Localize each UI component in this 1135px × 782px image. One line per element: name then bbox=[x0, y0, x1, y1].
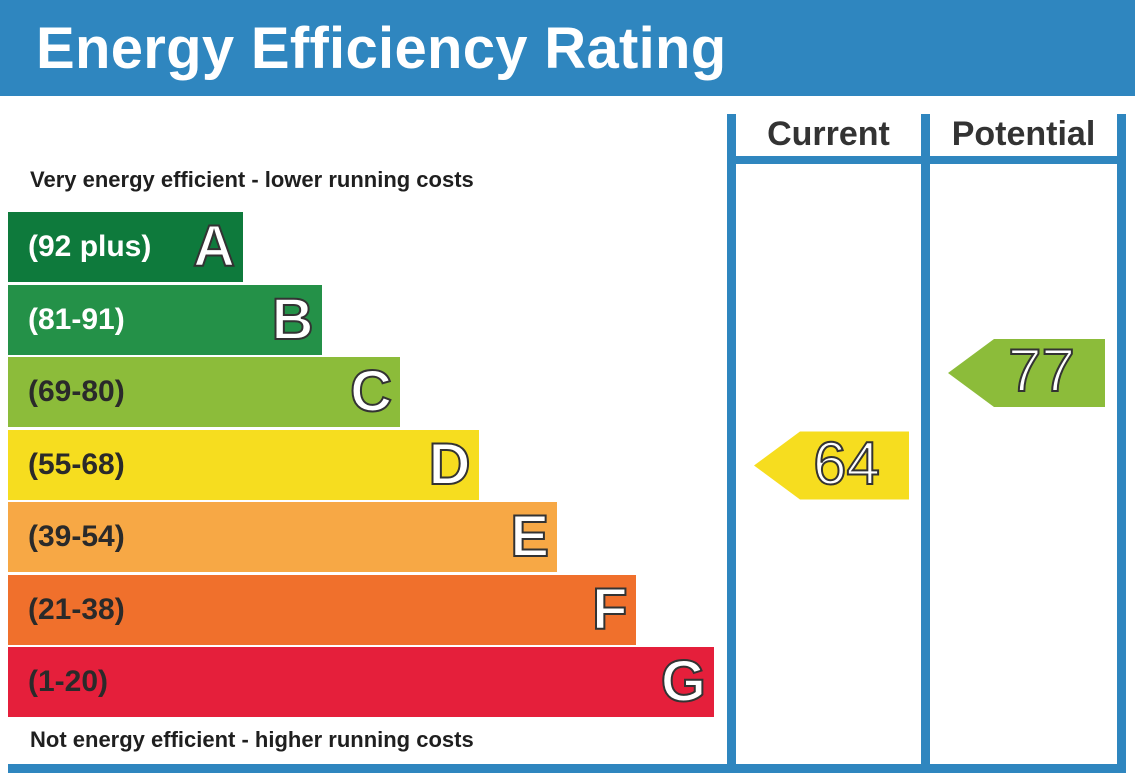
header-underline bbox=[727, 156, 1126, 164]
band-f: (21-38) F bbox=[8, 574, 636, 645]
band-b-letter: B bbox=[271, 286, 315, 353]
band-a: (92 plus) A bbox=[8, 212, 243, 282]
band-b: (81-91) B bbox=[8, 284, 322, 355]
frame-bottom bbox=[8, 764, 1126, 773]
potential-rating-arrow bbox=[948, 339, 1105, 407]
band-d-range: (55-68) bbox=[28, 447, 125, 481]
bottom-caption: Not energy efficient - higher running co… bbox=[30, 727, 474, 752]
chart-title: Energy Efficiency Rating bbox=[36, 16, 727, 81]
frame-divider-middle bbox=[921, 114, 930, 772]
potential-rating-value: 77 bbox=[1007, 336, 1076, 405]
band-f-range: (21-38) bbox=[28, 592, 125, 626]
current-rating-value: 64 bbox=[812, 429, 881, 498]
title-banner: Energy Efficiency Rating bbox=[0, 0, 1135, 96]
frame-divider-left bbox=[727, 114, 736, 772]
band-g: (1-20) G bbox=[8, 647, 714, 717]
potential-rating-arrow-shape bbox=[948, 339, 1105, 407]
band-g-letter: G bbox=[660, 648, 707, 715]
band-a-letter: A bbox=[192, 213, 236, 280]
band-e-letter: E bbox=[509, 503, 550, 570]
band-c-range: (69-80) bbox=[28, 375, 125, 408]
current-rating-arrow-shape bbox=[754, 431, 909, 500]
band-a-range: (92 plus) bbox=[28, 230, 152, 263]
band-c-letter: C bbox=[349, 358, 393, 425]
band-f-letter: F bbox=[591, 576, 628, 643]
top-caption: Very energy efficient - lower running co… bbox=[30, 167, 474, 192]
band-e-range: (39-54) bbox=[28, 520, 125, 553]
band-b-range: (81-91) bbox=[28, 302, 125, 336]
frame-divider-right bbox=[1117, 114, 1126, 772]
band-c: (69-80) C bbox=[8, 357, 400, 427]
potential-column-header: Potential bbox=[951, 115, 1096, 153]
band-d: (55-68) D bbox=[8, 429, 479, 500]
current-column-header: Current bbox=[767, 115, 890, 153]
band-e: (39-54) E bbox=[8, 502, 557, 572]
band-g-range: (1-20) bbox=[28, 665, 109, 698]
band-d-letter: D bbox=[428, 431, 472, 498]
